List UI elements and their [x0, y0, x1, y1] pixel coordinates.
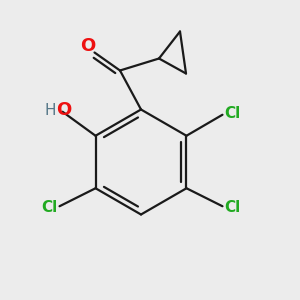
- Text: O: O: [56, 101, 72, 119]
- Text: H: H: [44, 103, 56, 118]
- Text: Cl: Cl: [41, 200, 58, 214]
- Text: O: O: [80, 37, 95, 55]
- Text: Cl: Cl: [224, 106, 241, 122]
- Text: Cl: Cl: [224, 200, 241, 214]
